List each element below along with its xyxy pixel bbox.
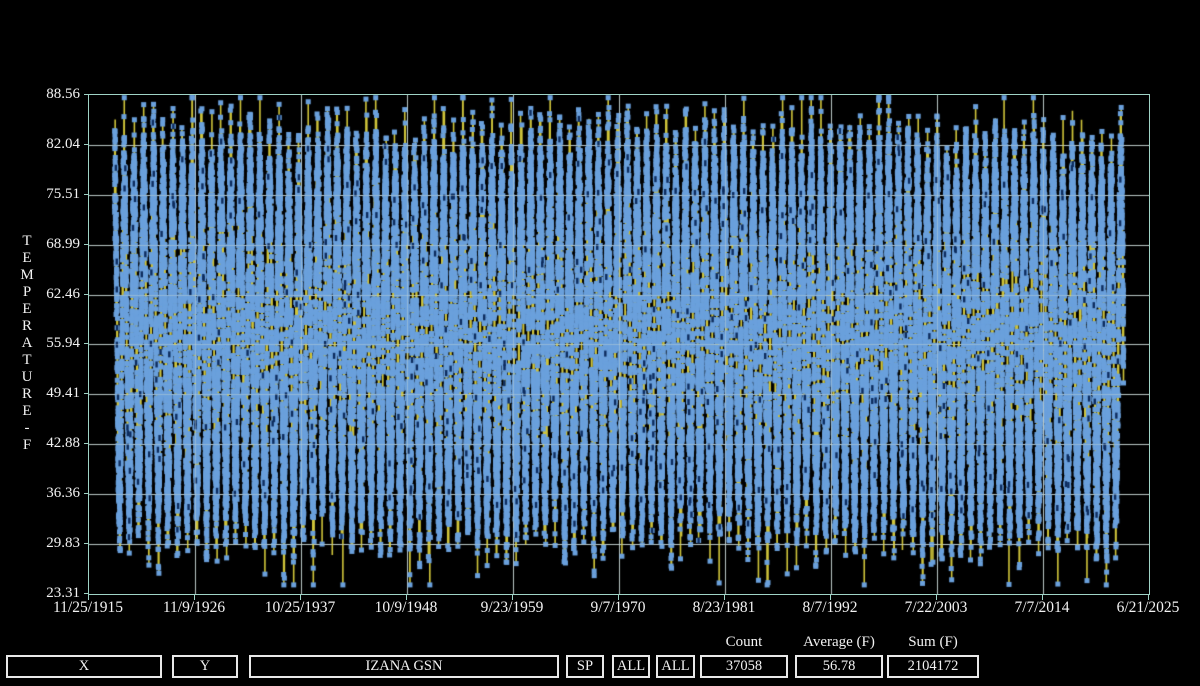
y-tick-mark bbox=[84, 193, 89, 195]
y-tick-label: 49.41 bbox=[46, 385, 80, 402]
sp-button[interactable]: SP bbox=[566, 655, 604, 678]
y-axis-title-char: M bbox=[20, 267, 34, 283]
x-tick-label: 11/25/1915 bbox=[52, 599, 124, 616]
x-tick-label: 10/9/1948 bbox=[374, 599, 438, 616]
y-axis-title-char: P bbox=[22, 284, 32, 300]
y-tick-mark bbox=[84, 393, 89, 395]
y-axis-title-char: A bbox=[21, 335, 33, 351]
all-filter-button-1[interactable]: ALL bbox=[612, 655, 650, 678]
x-tick-mark bbox=[618, 595, 619, 600]
y-tick-mark bbox=[84, 143, 89, 145]
x-tick-mark bbox=[194, 595, 195, 600]
stat-sum-value: 2104172 bbox=[887, 655, 979, 678]
y-axis-title-char: E bbox=[22, 301, 32, 317]
all-filter-button-2[interactable]: ALL bbox=[656, 655, 695, 678]
x-tick-label: 9/23/1959 bbox=[480, 599, 544, 616]
x-tick-mark bbox=[724, 595, 725, 600]
stat-average-header: Average (F) bbox=[803, 634, 875, 650]
x-axis-button[interactable]: X bbox=[6, 655, 162, 678]
y-axis-title-char: U bbox=[21, 369, 33, 385]
y-tick-mark bbox=[84, 343, 89, 345]
stat-count-value: 37058 bbox=[700, 655, 788, 678]
x-tick-label: 6/21/2025 bbox=[1116, 599, 1180, 616]
x-tick-label: 10/25/1937 bbox=[264, 599, 336, 616]
y-tick-mark bbox=[84, 593, 89, 594]
x-tick-mark bbox=[512, 595, 513, 600]
x-tick-mark bbox=[88, 595, 89, 600]
y-tick-label: 42.88 bbox=[46, 435, 80, 452]
y-axis-title-char: T bbox=[22, 352, 32, 368]
stat-average-value: 56.78 bbox=[795, 655, 883, 678]
x-tick-mark bbox=[936, 595, 937, 600]
y-axis-title-char: E bbox=[22, 250, 32, 266]
y-tick-label: 29.83 bbox=[46, 535, 80, 552]
y-tick-label: 75.51 bbox=[46, 185, 80, 202]
stat-sum-header: Sum (F) bbox=[908, 634, 958, 650]
x-tick-label: 7/7/2014 bbox=[1014, 599, 1070, 616]
y-axis-button[interactable]: Y bbox=[172, 655, 238, 678]
y-tick-mark bbox=[84, 94, 89, 95]
x-tick-mark bbox=[406, 595, 407, 600]
y-tick-label: 55.94 bbox=[46, 335, 80, 352]
x-tick-label: 9/7/1970 bbox=[590, 599, 646, 616]
y-axis-title-char: R bbox=[21, 318, 32, 334]
y-tick-mark bbox=[84, 443, 89, 445]
y-tick-mark bbox=[84, 493, 89, 495]
y-tick-mark bbox=[84, 293, 89, 295]
y-tick-label: 88.56 bbox=[46, 86, 80, 102]
y-axis-title-char: - bbox=[24, 420, 30, 436]
y-tick-mark bbox=[84, 543, 89, 545]
y-tick-label: 62.46 bbox=[46, 285, 80, 302]
temperature-scatter-canvas[interactable] bbox=[89, 95, 1149, 594]
x-tick-mark bbox=[1042, 595, 1043, 600]
x-tick-label: 11/9/1926 bbox=[162, 599, 226, 616]
y-axis-title-char: T bbox=[22, 233, 32, 249]
x-tick-label: 7/22/2003 bbox=[904, 599, 968, 616]
y-tick-label: 36.36 bbox=[46, 485, 80, 502]
y-tick-label: 23.31 bbox=[46, 585, 80, 601]
x-tick-mark bbox=[1148, 595, 1149, 600]
y-axis-title-char: R bbox=[21, 386, 32, 402]
y-tick-label: 68.99 bbox=[46, 235, 80, 252]
x-tick-mark bbox=[830, 595, 831, 600]
station-select-button[interactable]: IZANA GSN bbox=[249, 655, 559, 678]
x-tick-label: 8/23/1981 bbox=[692, 599, 756, 616]
y-tick-mark bbox=[84, 243, 89, 245]
y-axis-title-char: F bbox=[22, 437, 32, 453]
y-axis-title-char: E bbox=[22, 403, 32, 419]
plot-area bbox=[88, 94, 1150, 595]
x-tick-label: 8/7/1992 bbox=[802, 599, 858, 616]
y-tick-label: 82.04 bbox=[46, 135, 80, 152]
x-tick-mark bbox=[300, 595, 301, 600]
stat-count-header: Count bbox=[725, 634, 763, 650]
